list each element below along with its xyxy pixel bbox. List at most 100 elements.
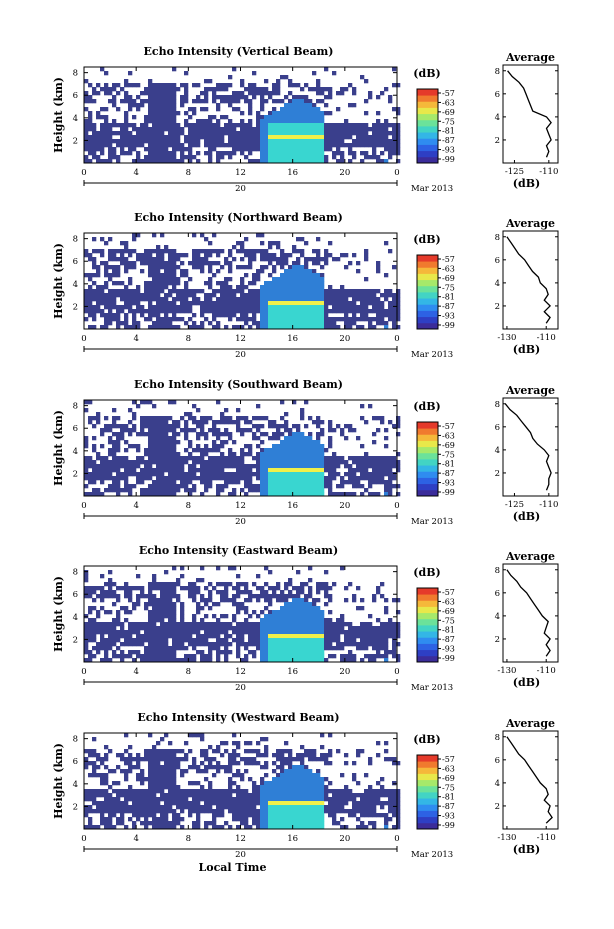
heatmap-cell	[328, 476, 333, 481]
colorbar-tick-label: -75	[442, 117, 455, 126]
heatmap-cell	[136, 650, 141, 655]
heatmap-cell	[84, 444, 89, 449]
heatmap-cell	[152, 313, 157, 318]
heatmap-cell	[284, 321, 289, 326]
heatmap-cell	[364, 460, 369, 465]
heatmap-cell	[92, 265, 97, 270]
heatmap-cell	[196, 151, 201, 156]
heatmap-cell	[156, 143, 161, 148]
heatmap-cell	[176, 817, 181, 822]
heatmap-cell	[276, 321, 281, 326]
x-tick-label: 0	[394, 168, 399, 178]
heatmap-cell	[152, 147, 157, 152]
heatmap-cell	[268, 135, 273, 140]
heatmap-cell	[160, 821, 165, 826]
heatmap-cell	[156, 785, 161, 790]
heatmap-cell	[312, 131, 317, 136]
heatmap-cell	[208, 305, 213, 310]
heatmap-cell	[164, 293, 169, 298]
heatmap-cell	[332, 325, 337, 330]
heatmap-cell	[332, 468, 337, 473]
heatmap-cell	[308, 155, 313, 160]
heatmap-cell	[252, 654, 257, 659]
heatmap-cell	[308, 634, 313, 639]
heatmap-cell	[308, 654, 313, 659]
heatmap-cell	[380, 123, 385, 128]
heatmap-cell	[212, 273, 217, 278]
heatmap-cell	[212, 91, 217, 96]
heatmap-cell	[268, 634, 273, 639]
heatmap-cell	[228, 622, 233, 627]
colorbar-swatch	[417, 298, 438, 305]
heatmap-cell	[248, 293, 253, 298]
heatmap-cell	[352, 253, 357, 258]
heatmap-cell	[248, 650, 253, 655]
heatmap-cell	[268, 95, 273, 100]
heatmap-cell	[256, 646, 261, 651]
heatmap-cell	[172, 801, 177, 806]
heatmap-cell	[128, 281, 133, 286]
heatmap-cell	[208, 468, 213, 473]
heatmap-cell	[100, 606, 105, 611]
heatmap-cell	[192, 293, 197, 298]
heatmap-cell	[136, 448, 141, 453]
heatmap-cell	[320, 91, 325, 96]
heatmap-cell	[148, 135, 153, 140]
heatmap-cell	[92, 809, 97, 814]
heatmap-cell	[308, 119, 313, 124]
heatmap-cell	[144, 805, 149, 810]
heatmap-cell	[192, 404, 197, 409]
heatmap-cell	[348, 123, 353, 128]
heatmap-cell	[156, 472, 161, 477]
heatmap-cell	[236, 622, 241, 627]
heatmap-cell	[192, 135, 197, 140]
heatmap-cell	[100, 432, 105, 437]
profile-y-tick-label: 4	[495, 113, 500, 123]
heatmap-cell	[112, 103, 117, 108]
heatmap-cell	[148, 103, 153, 108]
heatmap-cell	[152, 261, 157, 266]
heatmap-cell	[372, 123, 377, 128]
heatmap-cell	[204, 654, 209, 659]
date-month-label: Mar 2013	[411, 184, 453, 194]
heatmap-cell	[308, 492, 313, 497]
heatmap-cell	[288, 614, 293, 619]
heatmap-cell	[164, 733, 169, 738]
heatmap-cell	[304, 135, 309, 140]
heatmap-cell	[316, 618, 321, 623]
heatmap-cell	[344, 127, 349, 132]
heatmap-cell	[224, 582, 229, 587]
heatmap-cell	[104, 773, 109, 778]
heatmap-cell	[152, 321, 157, 326]
heatmap-cell	[108, 313, 113, 318]
heatmap-cell	[152, 444, 157, 449]
heatmap-cell	[116, 797, 121, 802]
heatmap-cell	[316, 273, 321, 278]
heatmap-cell	[288, 289, 293, 294]
heatmap-cell	[240, 95, 245, 100]
heatmap-cell	[236, 91, 241, 96]
heatmap-cell	[160, 317, 165, 322]
heatmap-cell	[344, 317, 349, 322]
heatmap-cell	[188, 412, 193, 417]
heatmap-cell	[108, 91, 113, 96]
heatmap-cell	[324, 484, 329, 489]
heatmap-cell	[188, 492, 193, 497]
heatmap-cell	[220, 464, 225, 469]
heatmap-cell	[148, 289, 153, 294]
heatmap-cell	[276, 325, 281, 330]
heatmap-cell	[132, 638, 137, 643]
heatmap-cell	[100, 253, 105, 258]
heatmap-cell	[96, 765, 101, 770]
heatmap-cell	[144, 789, 149, 794]
heatmap-cell	[152, 155, 157, 160]
heatmap-cell	[300, 127, 305, 132]
heatmap-cell	[316, 598, 321, 603]
heatmap-cell	[260, 452, 265, 457]
heatmap-cell	[204, 436, 209, 441]
heatmap-cell	[284, 119, 289, 124]
heatmap-cell	[300, 293, 305, 298]
heatmap-cell	[232, 135, 237, 140]
heatmap-cell	[116, 638, 121, 643]
heatmap-cell	[216, 468, 221, 473]
